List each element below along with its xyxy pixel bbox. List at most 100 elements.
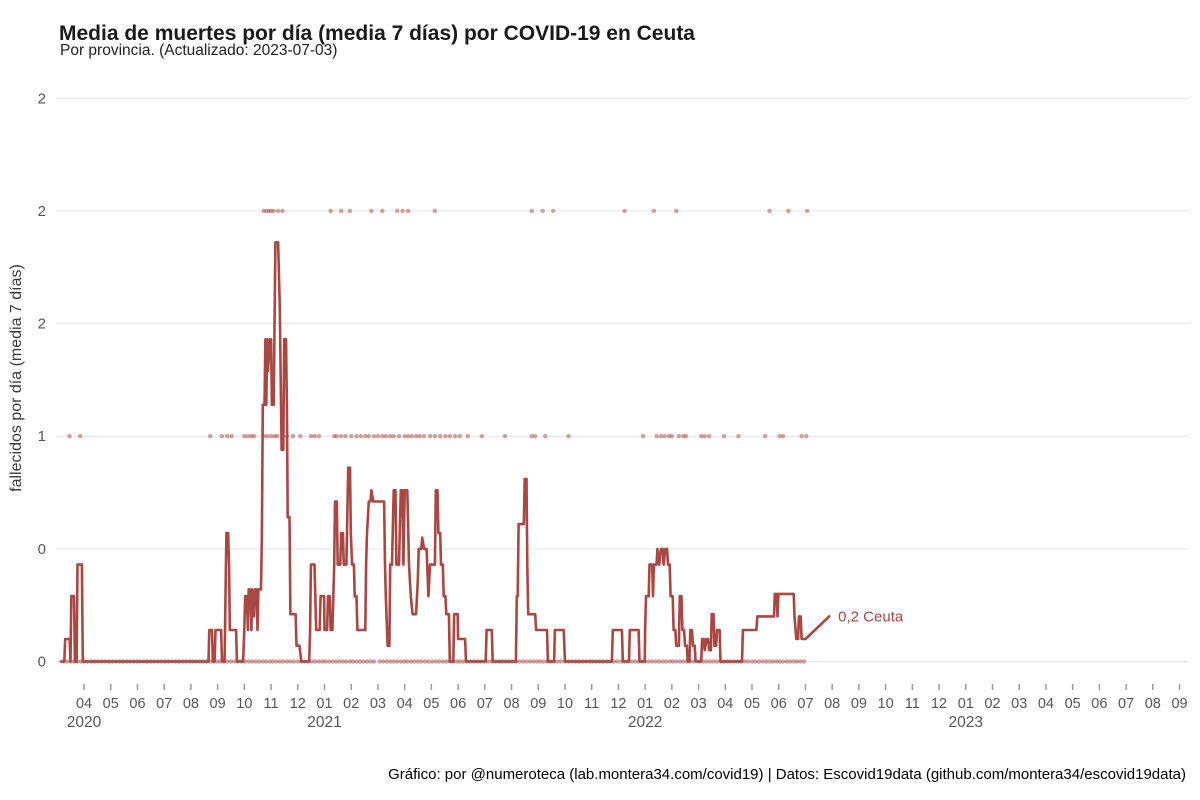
x-tick-label: 07 (477, 696, 493, 712)
daily-death-dot (290, 434, 296, 439)
daily-death-dot (257, 659, 262, 664)
y-tick-label: 2 (38, 203, 46, 220)
daily-death-dot (328, 208, 333, 214)
daily-death-dot (388, 659, 393, 664)
daily-death-dot (377, 659, 382, 664)
daily-death-dot (683, 434, 689, 439)
daily-death-dot (67, 434, 72, 439)
daily-death-dot (251, 434, 257, 439)
daily-death-dot (801, 659, 807, 664)
daily-death-dot (415, 659, 421, 664)
daily-death-dot (543, 434, 548, 439)
x-tick-label: 04 (1038, 696, 1054, 712)
daily-death-dot (461, 659, 466, 664)
daily-death-dot (405, 208, 411, 214)
daily-death-dot (383, 434, 389, 439)
daily-death-dot (338, 208, 344, 214)
daily-death-dot (275, 208, 281, 214)
x-axis-labels: 04 05 06 07 08 09 10 11 12 01 02 03 04 05 06 07 08 09 10 11… (76, 696, 1188, 712)
daily-death-dot (380, 434, 385, 439)
y-tick-label: 0 (38, 654, 46, 671)
daily-death-dot (667, 659, 672, 664)
y-axis-labels: 2 2 2 1 0 0 (38, 90, 46, 670)
daily-death-dot (770, 659, 776, 664)
daily-death-dot (529, 434, 534, 439)
chart-subtitle: Por provincia. (Actualizado: 2023-07-03) (60, 42, 338, 59)
daily-death-dot (465, 434, 470, 439)
daily-death-dot (246, 659, 251, 664)
daily-death-dot (656, 659, 662, 664)
daily-death-dot (711, 659, 716, 664)
daily-death-dot (371, 434, 377, 439)
x-tick-label: 08 (824, 696, 840, 712)
x-year-label: 2023 (949, 714, 983, 731)
x-tick-label: 08 (503, 696, 519, 712)
daily-death-dot (363, 434, 368, 439)
daily-death-dot (402, 659, 407, 664)
daily-death-dot (419, 659, 424, 664)
daily-death-dot (629, 659, 634, 664)
daily-death-dot (753, 659, 758, 664)
daily-death-dot (444, 659, 449, 664)
daily-death-dot (749, 659, 755, 664)
daily-death-dot (316, 659, 322, 664)
daily-death-dot (422, 659, 428, 664)
daily-death-dot (405, 434, 411, 439)
daily-death-dot (527, 659, 533, 664)
daily-death-dot (437, 434, 443, 439)
daily-death-dot (313, 659, 318, 664)
daily-death-dot (219, 434, 225, 439)
x-tick-label: 09 (851, 696, 867, 712)
daily-death-dot (632, 659, 638, 664)
daily-death-dot (669, 434, 675, 439)
daily-death-dot (366, 434, 371, 439)
daily-death-dot (358, 434, 364, 439)
daily-death-dot (344, 659, 349, 664)
daily-death-dot (264, 659, 269, 664)
daily-death-dot (677, 659, 682, 664)
daily-death-dot (274, 659, 279, 664)
daily-death-dot (664, 659, 669, 664)
daily-death-dot (432, 434, 438, 439)
daily-death-dot (787, 659, 793, 664)
x-tick-label: 07 (797, 696, 813, 712)
daily-death-dot (443, 434, 448, 439)
daily-death-dot (245, 434, 251, 439)
daily-death-dot (271, 208, 276, 214)
ceuta-7day-mean-line (59, 241, 831, 663)
x-tick-label: 01 (637, 696, 653, 712)
daily-death-dot (364, 659, 370, 664)
daily-death-dot (430, 659, 435, 664)
daily-death-dot (780, 434, 786, 439)
daily-death-dot (660, 659, 665, 664)
daily-death-dot (550, 208, 556, 214)
daily-death-dot (541, 659, 546, 664)
daily-death-dot (409, 434, 414, 439)
daily-death-dot (777, 434, 782, 439)
daily-death-dot (253, 659, 258, 664)
daily-death-dot (225, 659, 230, 664)
daily-death-dot (640, 434, 646, 439)
daily-death-dot (721, 434, 727, 439)
daily-death-dot (756, 659, 762, 664)
daily-death-dot (704, 659, 709, 664)
x-tick-label: 10 (236, 696, 252, 712)
daily-death-dot (707, 659, 713, 664)
daily-death-dot (349, 434, 354, 439)
daily-death-dot (520, 659, 526, 664)
daily-death-dot (558, 659, 564, 664)
daily-death-dot (380, 208, 385, 214)
daily-death-dot (486, 659, 491, 664)
daily-death-dot (666, 434, 672, 439)
daily-death-dot (333, 659, 339, 664)
daily-death-dot (232, 659, 237, 664)
x-tick-label: 05 (1065, 696, 1081, 712)
daily-death-dot (432, 208, 438, 214)
daily-death-dot (676, 434, 682, 439)
x-year-label: 2022 (628, 714, 662, 731)
daily-death-dot (396, 434, 402, 439)
x-tick-label: 03 (691, 696, 707, 712)
daily-death-dot (614, 659, 620, 664)
daily-death-dot (229, 434, 234, 439)
x-tick-label: 02 (664, 696, 680, 712)
